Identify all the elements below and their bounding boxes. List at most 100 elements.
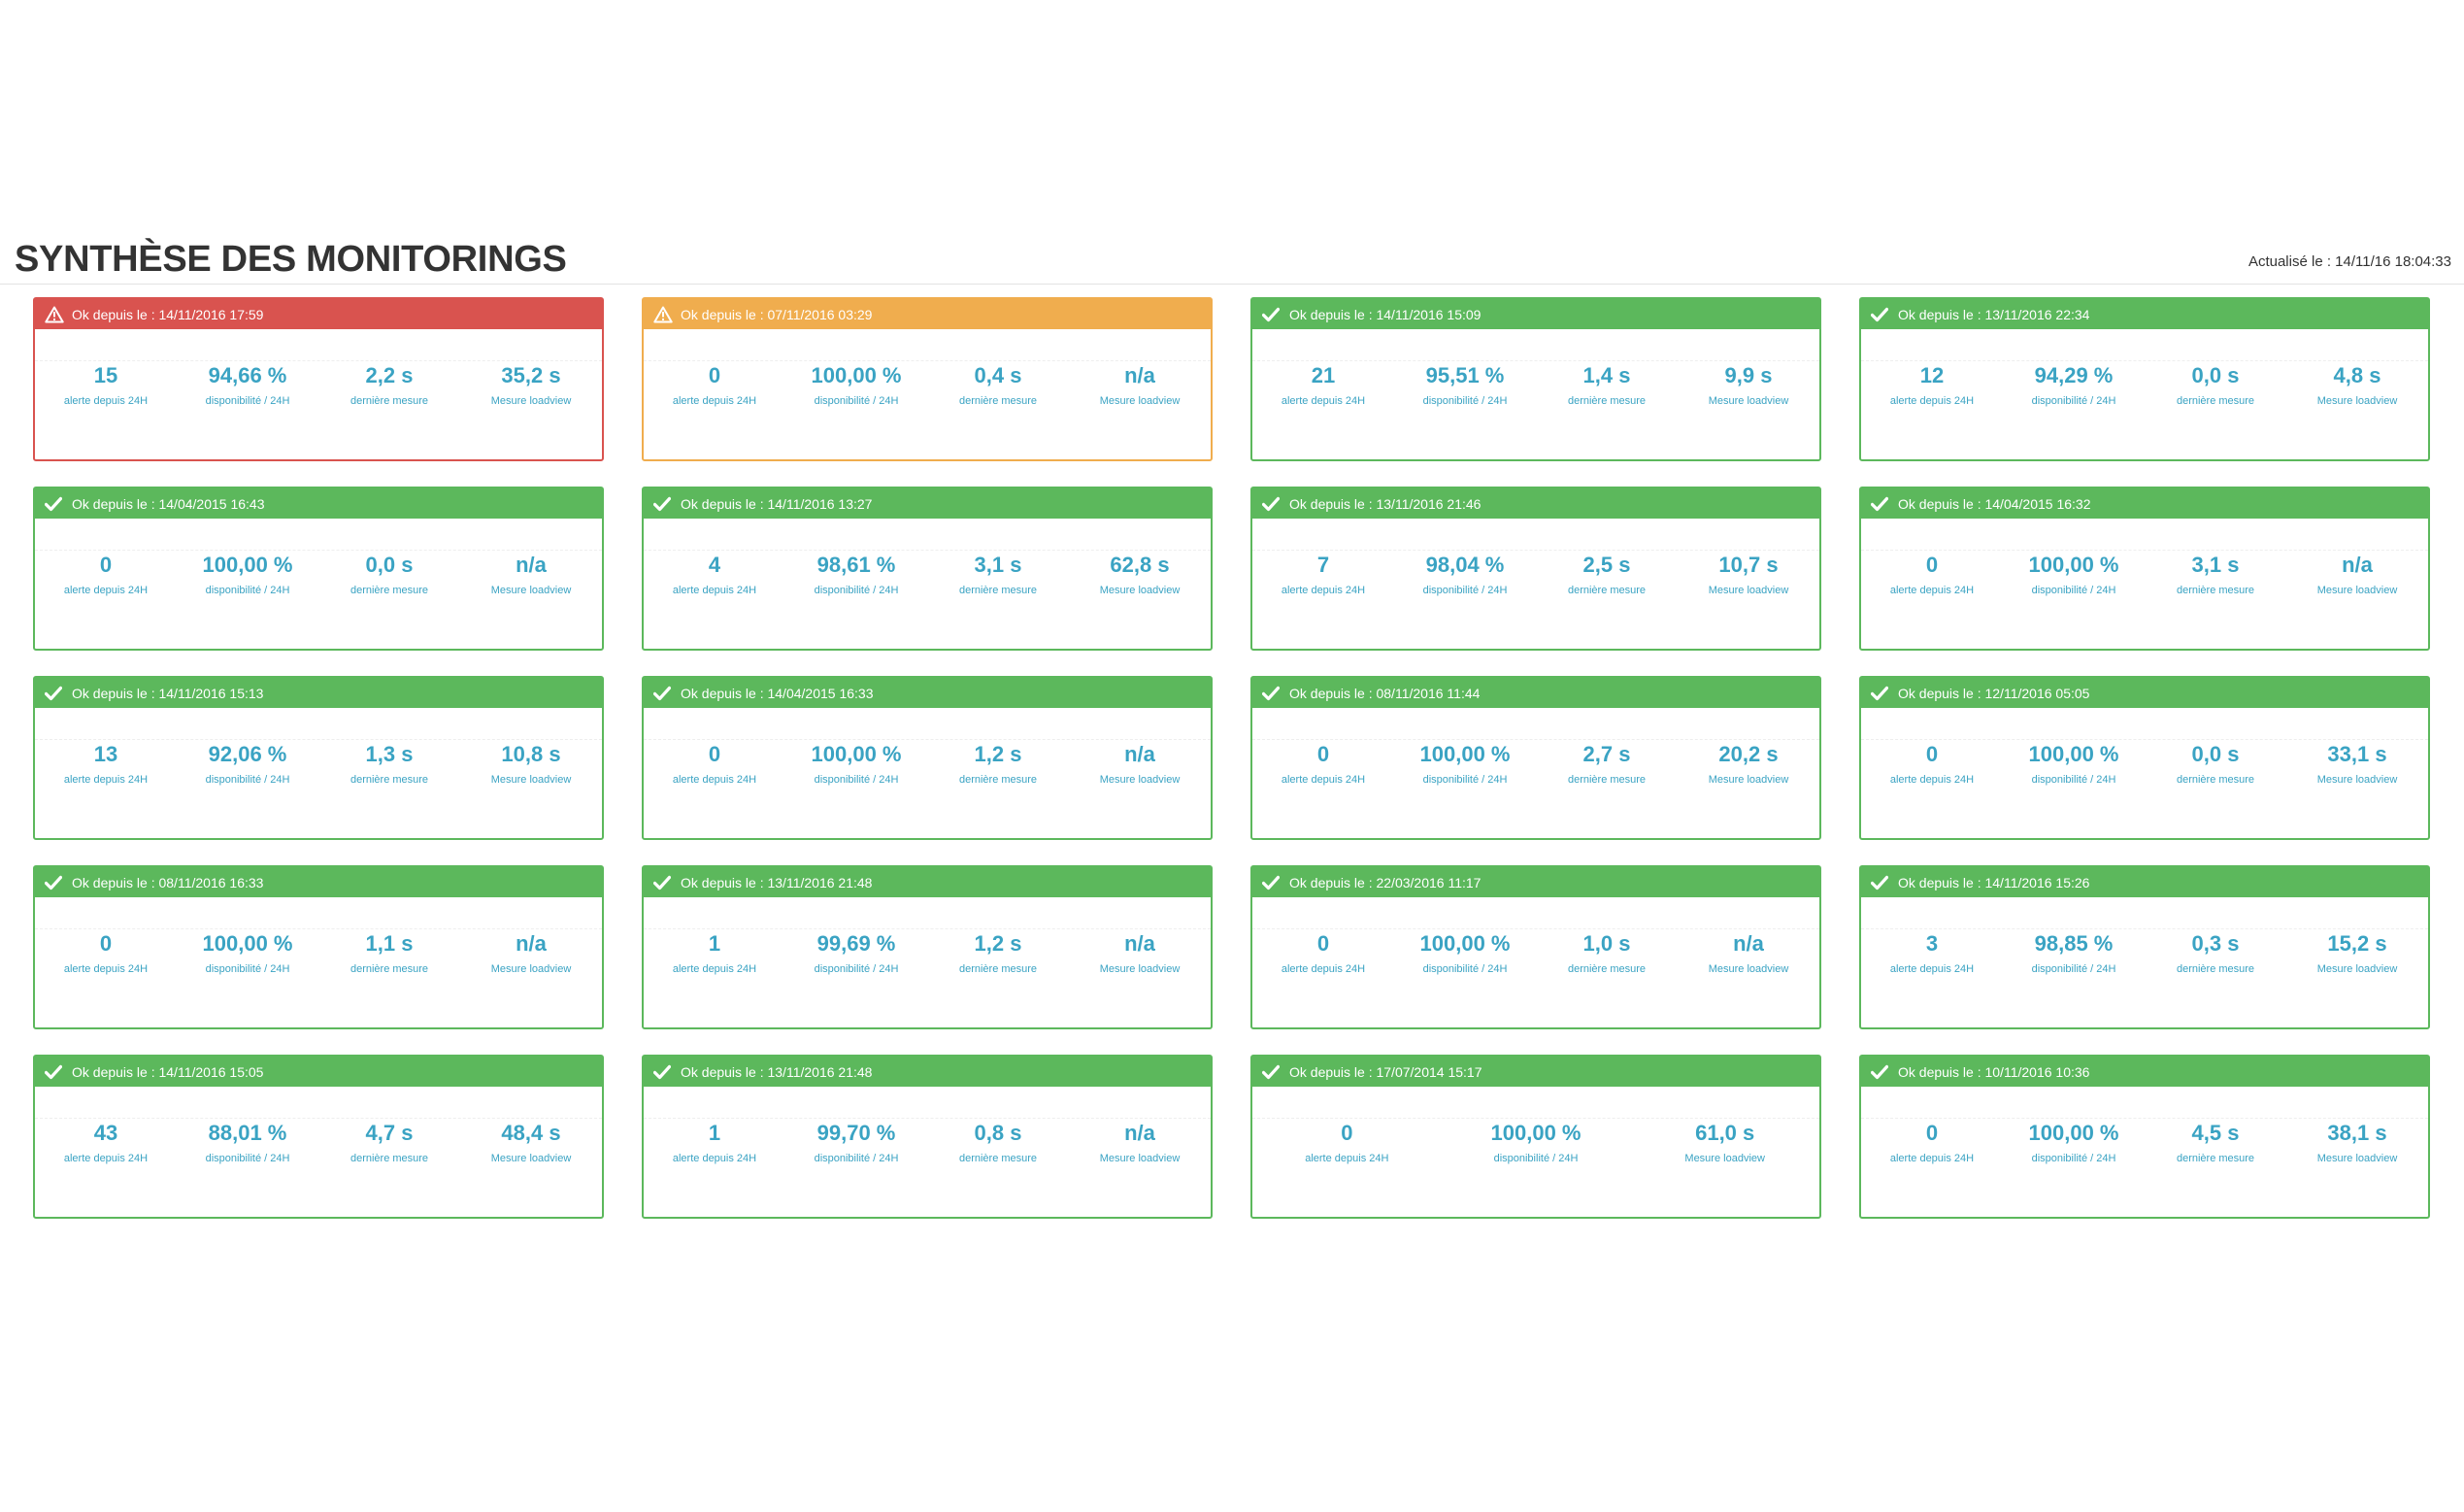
metric-availability: 94,29 % disponibilité / 24H [2003,361,2145,408]
metric-loadview: 10,8 s Mesure loadview [460,740,602,787]
metric-value: 0 [1316,742,1330,766]
metric-last: 2,2 s dernière mesure [318,361,460,408]
monitor-card[interactable]: Ok depuis le : 13/11/2016 21:46 7 alerte d… [1250,487,1821,651]
metric-availability: 100,00 % disponibilité / 24H [177,929,318,976]
card-chart-area [1252,1087,1819,1119]
metric-last: 3,1 s dernière mesure [927,551,1069,597]
metric-loadview: 33,1 s Mesure loadview [2286,740,2428,787]
monitor-card[interactable]: Ok depuis le : 14/11/2016 15:09 21 alerte … [1250,297,1821,461]
metric-last: 0,0 s dernière mesure [2145,740,2286,787]
metric-value: 98,61 % [816,553,896,577]
monitor-card[interactable]: Ok depuis le : 14/11/2016 17:59 15 alerte … [33,297,604,461]
card-chart-area [35,897,602,929]
metric-label: disponibilité / 24H [1422,585,1508,596]
monitor-card[interactable]: Ok depuis le : 14/11/2016 15:13 13 alerte … [33,676,604,840]
metric-value: 4 [708,553,721,577]
card-chart-area [1861,329,2428,361]
metric-label: dernière mesure [2176,585,2255,596]
checkmark-icon [653,1064,681,1080]
monitor-card[interactable]: Ok depuis le : 10/11/2016 10:36 0 alerte d… [1859,1055,2430,1219]
monitor-card-header: Ok depuis le : 14/11/2016 17:59 [35,299,602,329]
metric-loadview: 15,2 s Mesure loadview [2286,929,2428,976]
monitor-card[interactable]: Ok depuis le : 14/11/2016 15:05 43 alerte … [33,1055,604,1219]
metric-value: 100,00 % [811,363,902,387]
metric-value: 98,04 % [1425,553,1505,577]
metric-last: 0,0 s dernière mesure [318,551,460,597]
status-since-text: Ok depuis le : 22/03/2016 11:17 [1289,874,1482,890]
card-chart-area [1252,519,1819,551]
metric-label: Mesure loadview [1708,774,1789,786]
metric-label: alerte depuis 24H [1281,585,1366,596]
metric-alerts: 0 alerte depuis 24H [1252,929,1394,976]
metric-value: 100,00 % [2028,1121,2119,1145]
status-since-text: Ok depuis le : 17/07/2014 15:17 [1289,1063,1482,1080]
metric-label: dernière mesure [1567,395,1647,407]
metric-label: dernière mesure [958,585,1038,596]
metric-label: alerte depuis 24H [672,395,757,407]
metric-last: 4,7 s dernière mesure [318,1119,460,1165]
metric-value: 92,06 % [208,742,287,766]
monitor-card[interactable]: Ok depuis le : 12/11/2016 05:05 0 alerte d… [1859,676,2430,840]
metrics-row: 3 alerte depuis 24H 98,85 % disponibilité /… [1861,929,2428,976]
metric-value: 100,00 % [1419,931,1511,956]
metric-label: Mesure loadview [2316,395,2398,407]
metric-value: 100,00 % [2028,742,2119,766]
monitor-card[interactable]: Ok depuis le : 08/11/2016 16:33 0 alerte d… [33,865,604,1029]
metric-value: 100,00 % [1490,1121,1582,1145]
metric-value: 1,0 s [1582,931,1631,956]
metric-value: 10,7 s [1718,553,1779,577]
monitor-card-header: Ok depuis le : 13/11/2016 21:46 [1252,488,1819,519]
monitor-card-header: Ok depuis le : 14/04/2015 16:43 [35,488,602,519]
metric-value: 0 [1316,931,1330,956]
monitor-card[interactable]: Ok depuis le : 14/04/2015 16:32 0 alerte d… [1859,487,2430,651]
warning-triangle-icon [45,306,72,323]
metric-label: dernière mesure [958,395,1038,407]
warning-triangle-icon [653,306,681,323]
metric-alerts: 0 alerte depuis 24H [1861,1119,2003,1165]
metric-label: alerte depuis 24H [1889,1153,1975,1164]
metric-label: Mesure loadview [1708,585,1789,596]
metric-label: dernière mesure [1567,774,1647,786]
status-since-text: Ok depuis le : 08/11/2016 16:33 [72,874,264,890]
monitor-card[interactable]: Ok depuis le : 13/11/2016 21:48 1 alerte d… [642,1055,1213,1219]
monitor-card[interactable]: Ok depuis le : 13/11/2016 22:34 12 alerte … [1859,297,2430,461]
monitor-card[interactable]: Ok depuis le : 14/04/2015 16:33 0 alerte d… [642,676,1213,840]
checkmark-icon [1871,307,1898,322]
metric-alerts: 0 alerte depuis 24H [1861,740,2003,787]
monitor-card-header: Ok depuis le : 12/11/2016 05:05 [1861,678,2428,708]
monitor-card[interactable]: Ok depuis le : 17/07/2014 15:17 0 alerte d… [1250,1055,1821,1219]
checkmark-icon [1262,496,1289,512]
monitor-card[interactable]: Ok depuis le : 14/11/2016 15:26 3 alerte d… [1859,865,2430,1029]
monitor-card[interactable]: Ok depuis le : 13/11/2016 21:48 1 alerte d… [642,865,1213,1029]
monitor-card-header: Ok depuis le : 14/04/2015 16:33 [644,678,1211,708]
status-since-text: Ok depuis le : 14/11/2016 15:05 [72,1063,264,1080]
monitor-card[interactable]: Ok depuis le : 08/11/2016 11:44 0 alerte d… [1250,676,1821,840]
metric-value: 0 [708,742,721,766]
metric-label: alerte depuis 24H [672,1153,757,1164]
metric-value: 15,2 s [2327,931,2387,956]
status-since-text: Ok depuis le : 14/04/2015 16:43 [72,495,265,512]
metric-availability: 92,06 % disponibilité / 24H [177,740,318,787]
metric-label: alerte depuis 24H [63,585,149,596]
status-since-text: Ok depuis le : 14/11/2016 17:59 [72,306,264,322]
metric-value: n/a [1124,363,1155,387]
metric-value: 0 [1341,1121,1353,1145]
card-chart-area [644,1087,1211,1119]
metric-label: disponibilité / 24H [2031,1153,2116,1164]
monitor-card[interactable]: Ok depuis le : 14/11/2016 13:27 4 alerte d… [642,487,1213,651]
metric-label: alerte depuis 24H [63,1153,149,1164]
metric-value: 0 [1925,742,1939,766]
metric-loadview: n/a Mesure loadview [1678,929,1819,976]
metric-value: 100,00 % [2028,553,2119,577]
metric-value: 33,1 s [2327,742,2387,766]
metric-label: dernière mesure [2176,1153,2255,1164]
monitor-card-header: Ok depuis le : 17/07/2014 15:17 [1252,1057,1819,1087]
metric-value: 3 [1925,931,1939,956]
monitor-card[interactable]: Ok depuis le : 22/03/2016 11:17 0 alerte d… [1250,865,1821,1029]
monitor-card[interactable]: Ok depuis le : 14/04/2015 16:43 0 alerte d… [33,487,604,651]
metric-label: alerte depuis 24H [1281,963,1366,975]
metrics-row: 0 alerte depuis 24H 100,00 % disponibilité … [35,551,602,597]
monitor-card[interactable]: Ok depuis le : 07/11/2016 03:29 0 alerte d… [642,297,1213,461]
metric-value: n/a [2342,553,2373,577]
metric-value: 1 [708,1121,721,1145]
